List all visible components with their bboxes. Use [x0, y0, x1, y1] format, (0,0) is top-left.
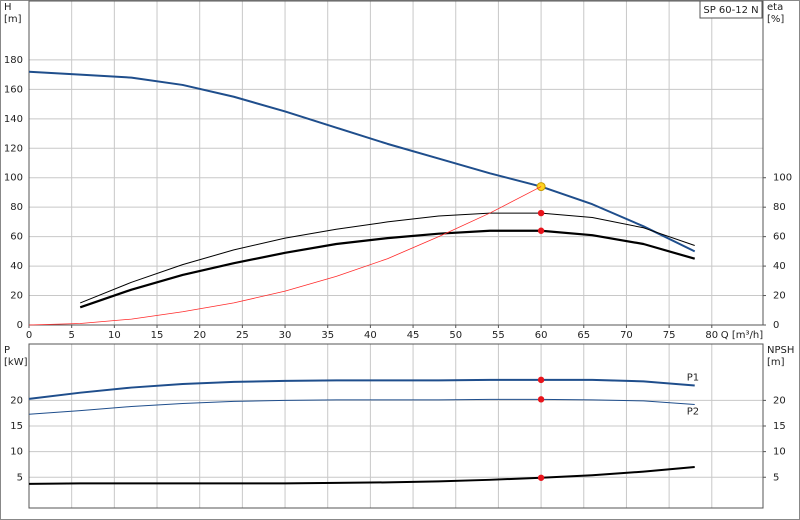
- curve: [28, 466, 695, 485]
- y2-tick-label: 40: [773, 261, 786, 272]
- y-tick-label: 20: [10, 291, 23, 302]
- chart-title: SP 60-12 N: [703, 5, 758, 16]
- duty-point: [537, 474, 545, 481]
- x-tick-label: 60: [535, 330, 548, 341]
- curve: [80, 212, 695, 304]
- y-tick-label: 180: [4, 55, 23, 66]
- y2-axis-label: [%]: [767, 14, 784, 25]
- curve: [28, 398, 695, 415]
- y-axis-label: [m]: [4, 14, 22, 25]
- y-tick-label: 160: [4, 84, 23, 95]
- plot-frame: [28, 343, 764, 509]
- x-tick-label: 25: [236, 330, 249, 341]
- y2-axis-label: eta: [767, 2, 783, 13]
- x-tick-label: 40: [364, 330, 377, 341]
- x-axis-label: Q [m³/h]: [721, 330, 763, 341]
- y2-tick-label: 60: [773, 232, 786, 243]
- y2-tick-label: 15: [773, 421, 786, 432]
- y-tick-label: 5: [17, 472, 23, 483]
- x-tick-label: 10: [108, 330, 121, 341]
- y2-tick-label: 80: [773, 202, 786, 213]
- series-label: P1: [687, 373, 699, 384]
- y-tick-label: 0: [17, 320, 23, 331]
- x-tick-label: 80: [705, 330, 718, 341]
- y-axis-label: [kW]: [4, 357, 28, 368]
- plot-frame: [28, 0, 764, 326]
- y2-tick-label: 100: [773, 173, 792, 184]
- y-tick-label: 40: [10, 261, 23, 272]
- curve: [79, 229, 696, 309]
- y-tick-label: 120: [4, 143, 23, 154]
- x-tick-label: 35: [321, 330, 334, 341]
- y-tick-label: 80: [10, 202, 23, 213]
- duty-point: [537, 209, 545, 217]
- x-tick-label: 5: [68, 330, 74, 341]
- y2-axis-label: [m]: [767, 357, 785, 368]
- series-label: P2: [687, 406, 699, 417]
- x-tick-label: 0: [26, 330, 32, 341]
- y-tick-label: 140: [4, 114, 23, 125]
- curve: [28, 378, 695, 400]
- title-box: [699, 0, 763, 19]
- curve: [28, 186, 542, 326]
- x-tick-label: 45: [407, 330, 420, 341]
- y2-tick-label: 10: [773, 447, 786, 458]
- duty-point: [537, 227, 545, 234]
- x-tick-label: 65: [577, 330, 590, 341]
- x-tick-label: 30: [279, 330, 292, 341]
- y-tick-label: 60: [10, 232, 23, 243]
- y-axis-label: P: [4, 345, 10, 356]
- duty-point: [537, 376, 545, 384]
- curve: [28, 70, 696, 253]
- y2-tick-label: 0: [773, 320, 779, 331]
- x-tick-label: 50: [449, 330, 462, 341]
- y-tick-label: 20: [10, 395, 23, 406]
- x-tick-label: 55: [492, 330, 505, 341]
- y2-tick-label: 20: [773, 291, 786, 302]
- y-tick-label: 10: [10, 447, 23, 458]
- y2-tick-label: 20: [773, 395, 786, 406]
- x-tick-label: 75: [663, 330, 676, 341]
- x-tick-label: 70: [620, 330, 633, 341]
- y2-tick-label: 5: [773, 472, 779, 483]
- y-tick-label: 100: [4, 173, 23, 184]
- x-tick-label: 20: [193, 330, 206, 341]
- y-tick-label: 15: [10, 421, 23, 432]
- y2-axis-label: NPSH: [767, 345, 794, 356]
- duty-point: [537, 396, 545, 403]
- x-tick-label: 15: [151, 330, 164, 341]
- y-axis-label: H: [4, 2, 12, 13]
